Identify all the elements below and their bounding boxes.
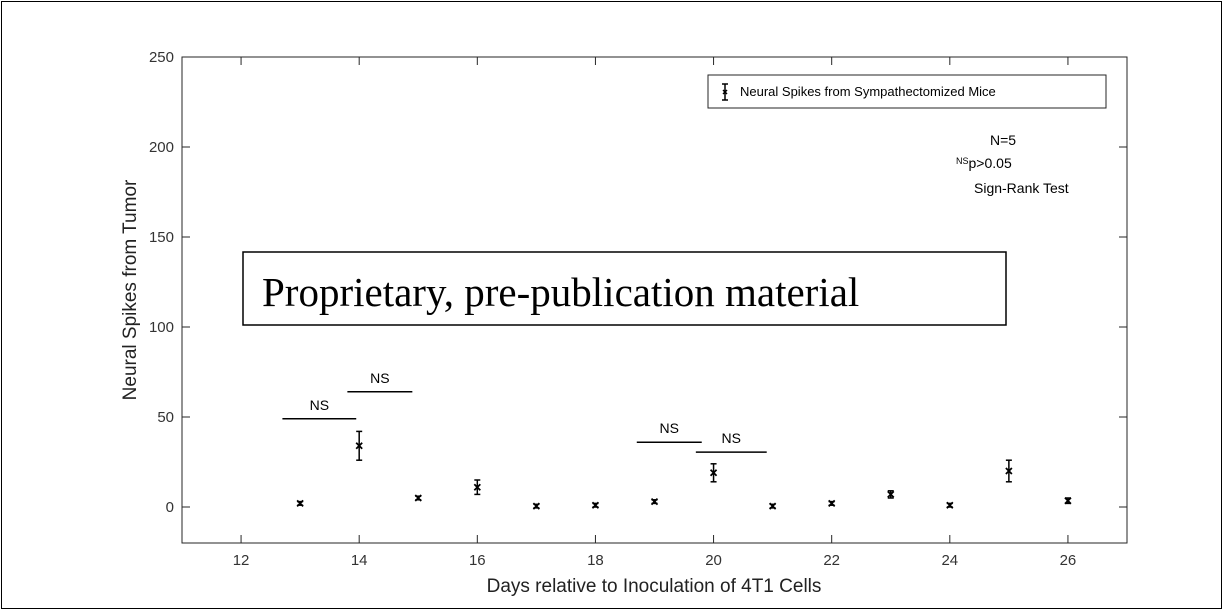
- test-annotation: Sign-Rank Test: [974, 180, 1069, 196]
- ns-superscript: NS: [956, 156, 969, 166]
- data-point: [414, 494, 422, 502]
- ns-label: NS: [370, 370, 389, 386]
- x-tick-label: 14: [351, 552, 368, 569]
- data-point: [532, 502, 541, 510]
- y-tick-label: 0: [166, 499, 174, 516]
- ns-bar: NS: [282, 397, 357, 420]
- pvalue-text: p>0.05: [969, 155, 1012, 171]
- x-marker: [473, 483, 481, 491]
- data-points: [296, 430, 1072, 510]
- overlay-box: [242, 251, 1007, 326]
- data-point: [650, 497, 659, 506]
- ns-bar: NS: [695, 430, 767, 453]
- x-tick-label: 20: [705, 552, 722, 569]
- x-marker: [709, 469, 718, 477]
- x-marker: [828, 499, 836, 508]
- x-marker: [355, 442, 363, 450]
- x-marker: [768, 502, 777, 510]
- axes-ticks: [182, 56, 1127, 543]
- x-tick-label: 26: [1060, 552, 1077, 569]
- proprietary-overlay: Proprietary, pre-publication material: [242, 251, 1007, 326]
- y-tick-label: 50: [157, 409, 174, 426]
- ns-bar: NS: [347, 370, 413, 393]
- overlay-text: Proprietary, pre-publication material: [262, 269, 859, 315]
- plot-area: [181, 56, 1128, 544]
- significance-bars: NS NS NS NS: [282, 370, 767, 453]
- data-point: [1005, 459, 1013, 483]
- legend-box: [707, 74, 1107, 109]
- x-marker: [532, 502, 541, 510]
- x-marker: [887, 490, 895, 499]
- data-point: [828, 499, 836, 508]
- x-marker: [591, 501, 600, 509]
- legend: Neural Spikes from Sympathectomized Mice: [707, 74, 1107, 109]
- data-point: [296, 499, 304, 508]
- data-point: [473, 479, 481, 496]
- data-point: [709, 463, 718, 483]
- ns-label: NS: [310, 397, 329, 413]
- legend-label: Neural Spikes from Sympathectomized Mice: [740, 84, 996, 99]
- x-marker: [650, 497, 659, 506]
- x-tick-label: 24: [941, 552, 958, 569]
- y-tick-label: 250: [149, 49, 174, 66]
- x-tick-label: 22: [823, 552, 840, 569]
- data-point: [591, 501, 600, 509]
- x-axis-label: Days relative to Inoculation of 4T1 Cell…: [487, 576, 822, 597]
- x-tick-label: 16: [469, 552, 486, 569]
- tick-labels: 12 14 16 18 20 22 24 26 0 50 100 150 200 250: [149, 49, 1076, 569]
- x-marker: [1005, 467, 1013, 475]
- pvalue-annotation: NSp>0.05: [956, 155, 1012, 171]
- x-marker: [414, 494, 422, 502]
- ns-label: NS: [722, 430, 741, 446]
- y-tick-label: 200: [149, 139, 174, 156]
- sample-size-annotation: N=5: [990, 132, 1016, 148]
- x-marker: [946, 501, 954, 509]
- y-tick-label: 100: [149, 319, 174, 336]
- ns-label: NS: [660, 420, 679, 436]
- data-point: [887, 490, 895, 499]
- y-axis-label: Neural Spikes from Tumor: [120, 179, 141, 400]
- x-tick-label: 12: [233, 552, 250, 569]
- legend-marker: [722, 83, 728, 101]
- data-point: [355, 430, 363, 461]
- ns-bar: NS: [636, 420, 702, 443]
- y-tick-label: 150: [149, 229, 174, 246]
- x-marker: [1064, 497, 1072, 505]
- x-marker: [296, 499, 304, 508]
- data-point: [946, 501, 954, 509]
- data-point: [768, 502, 777, 510]
- x-tick-label: 18: [587, 552, 604, 569]
- data-point: [1064, 497, 1072, 505]
